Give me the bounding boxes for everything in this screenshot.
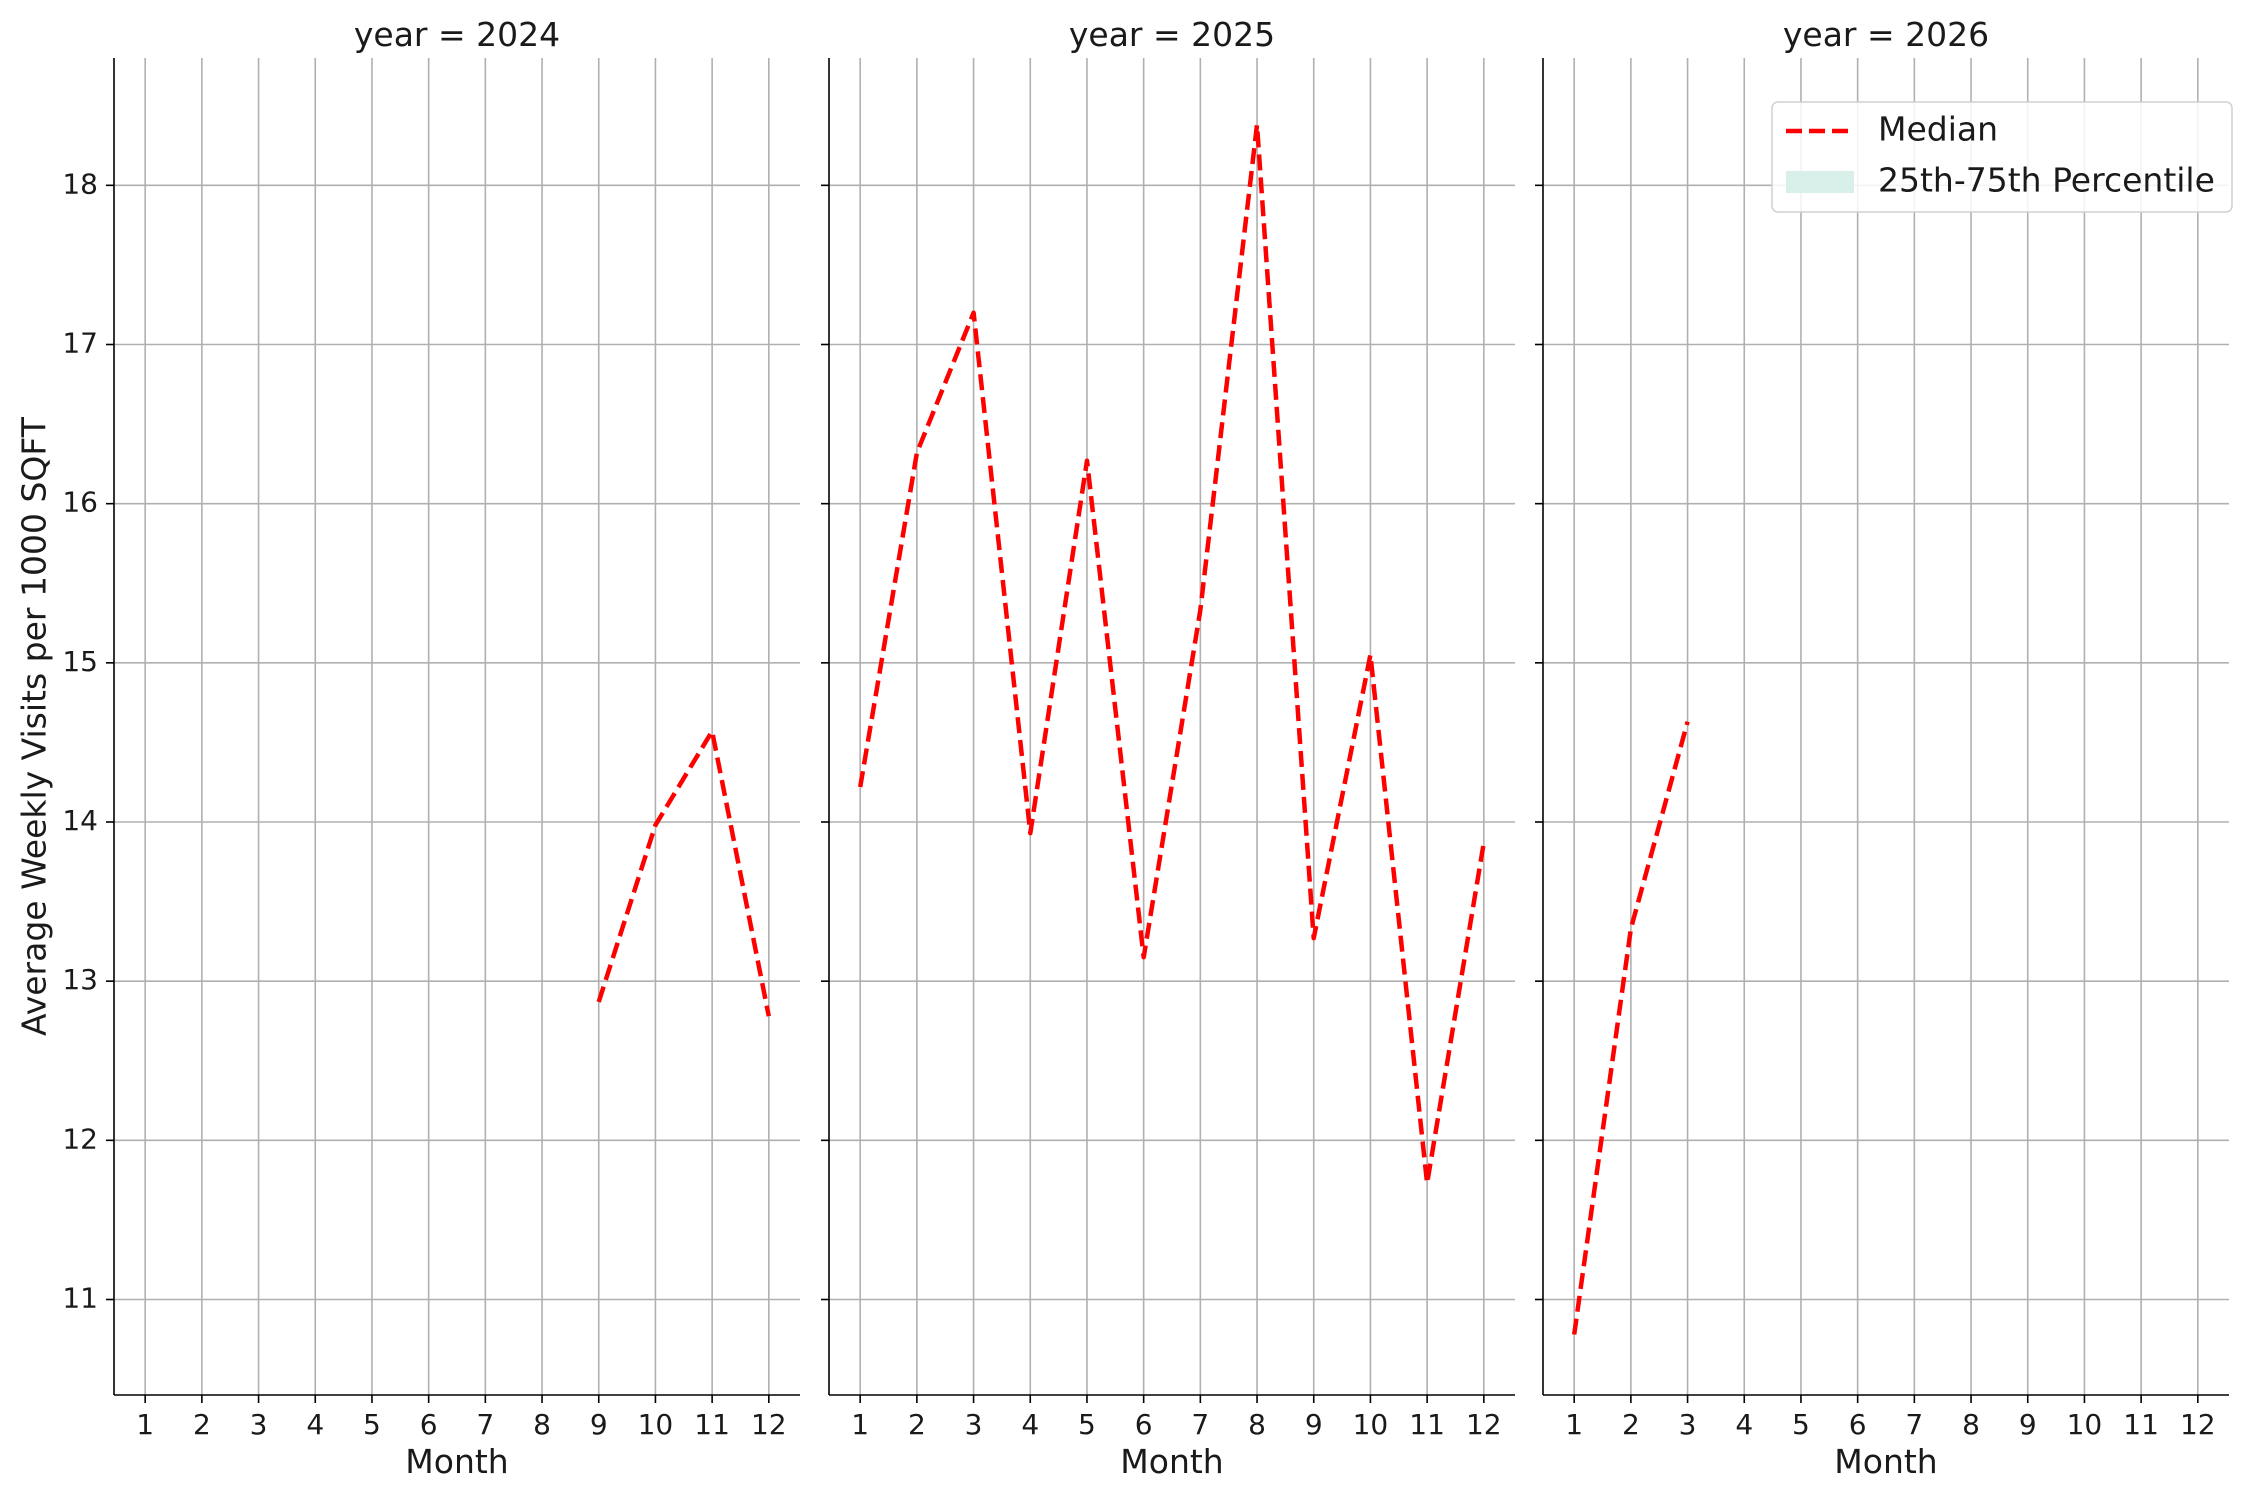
y-tick-label: 16: [62, 486, 98, 519]
y-tick-label: 14: [62, 804, 98, 837]
legend-frame: [1771, 101, 2233, 213]
x-tick-label: 6: [1849, 1408, 1867, 1441]
median-series-line: [596, 729, 772, 1017]
x-tick-label: 5: [363, 1408, 381, 1441]
x-tick-label: 4: [1735, 1408, 1753, 1441]
x-tick-label: 8: [1248, 1408, 1266, 1441]
legend-label: 25th-75th Percentile: [1878, 161, 2215, 200]
x-axis-label: Month: [1834, 1442, 1937, 1481]
x-tick-label: 11: [1409, 1408, 1445, 1441]
x-tick-label: 9: [1305, 1408, 1323, 1441]
x-tick-label: 9: [590, 1408, 608, 1441]
x-tick-label: 7: [1905, 1408, 1923, 1441]
x-tick-label: 5: [1792, 1408, 1810, 1441]
y-tick-label: 17: [62, 327, 98, 360]
x-tick-label: 4: [1021, 1408, 1039, 1441]
y-tick-label: 11: [62, 1282, 98, 1315]
x-tick-label: 1: [136, 1408, 154, 1441]
panel-title: year = 2024: [354, 15, 560, 54]
x-tick-label: 10: [638, 1408, 674, 1441]
x-tick-label: 3: [250, 1408, 268, 1441]
x-tick-label: 6: [420, 1408, 438, 1441]
x-tick-label: 9: [2019, 1408, 2037, 1441]
y-axis-label: Average Weekly Visits per 1000 SQFT: [15, 416, 54, 1036]
x-tick-label: 3: [1679, 1408, 1697, 1441]
x-axis-label: Month: [1120, 1442, 1223, 1481]
x-tick-label: 12: [1466, 1408, 1502, 1441]
x-tick-label: 11: [2123, 1408, 2159, 1441]
x-tick-label: 10: [2067, 1408, 2103, 1441]
y-tick-label: 12: [62, 1122, 98, 1155]
y-tick-label: 15: [62, 645, 98, 678]
x-tick-label: 12: [2180, 1408, 2216, 1441]
x-tick-label: 11: [694, 1408, 730, 1441]
y-tick-label: 13: [62, 963, 98, 996]
median-series-line: [857, 122, 1487, 1186]
x-tick-label: 1: [1565, 1408, 1583, 1441]
x-tick-label: 12: [751, 1408, 787, 1441]
x-tick-label: 5: [1078, 1408, 1096, 1441]
x-tick-label: 3: [965, 1408, 983, 1441]
median-series-line: [1571, 721, 1690, 1335]
panel-title: year = 2025: [1069, 15, 1275, 54]
x-tick-label: 8: [533, 1408, 551, 1441]
x-tick-label: 6: [1135, 1408, 1153, 1441]
y-tick-label: 18: [62, 167, 98, 200]
x-tick-label: 2: [908, 1408, 926, 1441]
x-tick-label: 7: [1191, 1408, 1209, 1441]
x-tick-label: 2: [1622, 1408, 1640, 1441]
legend-percentile-swatch: [1786, 171, 1854, 193]
x-tick-label: 10: [1353, 1408, 1389, 1441]
x-tick-label: 7: [476, 1408, 494, 1441]
x-tick-label: 4: [306, 1408, 324, 1441]
panel-title: year = 2026: [1783, 15, 1989, 54]
x-tick-label: 8: [1962, 1408, 1980, 1441]
x-axis-label: Month: [405, 1442, 508, 1481]
x-tick-label: 2: [193, 1408, 211, 1441]
legend-label: Median: [1878, 110, 1998, 149]
x-tick-label: 1: [851, 1408, 869, 1441]
legend: Median 25th-75th Percentile: [1771, 101, 2233, 213]
